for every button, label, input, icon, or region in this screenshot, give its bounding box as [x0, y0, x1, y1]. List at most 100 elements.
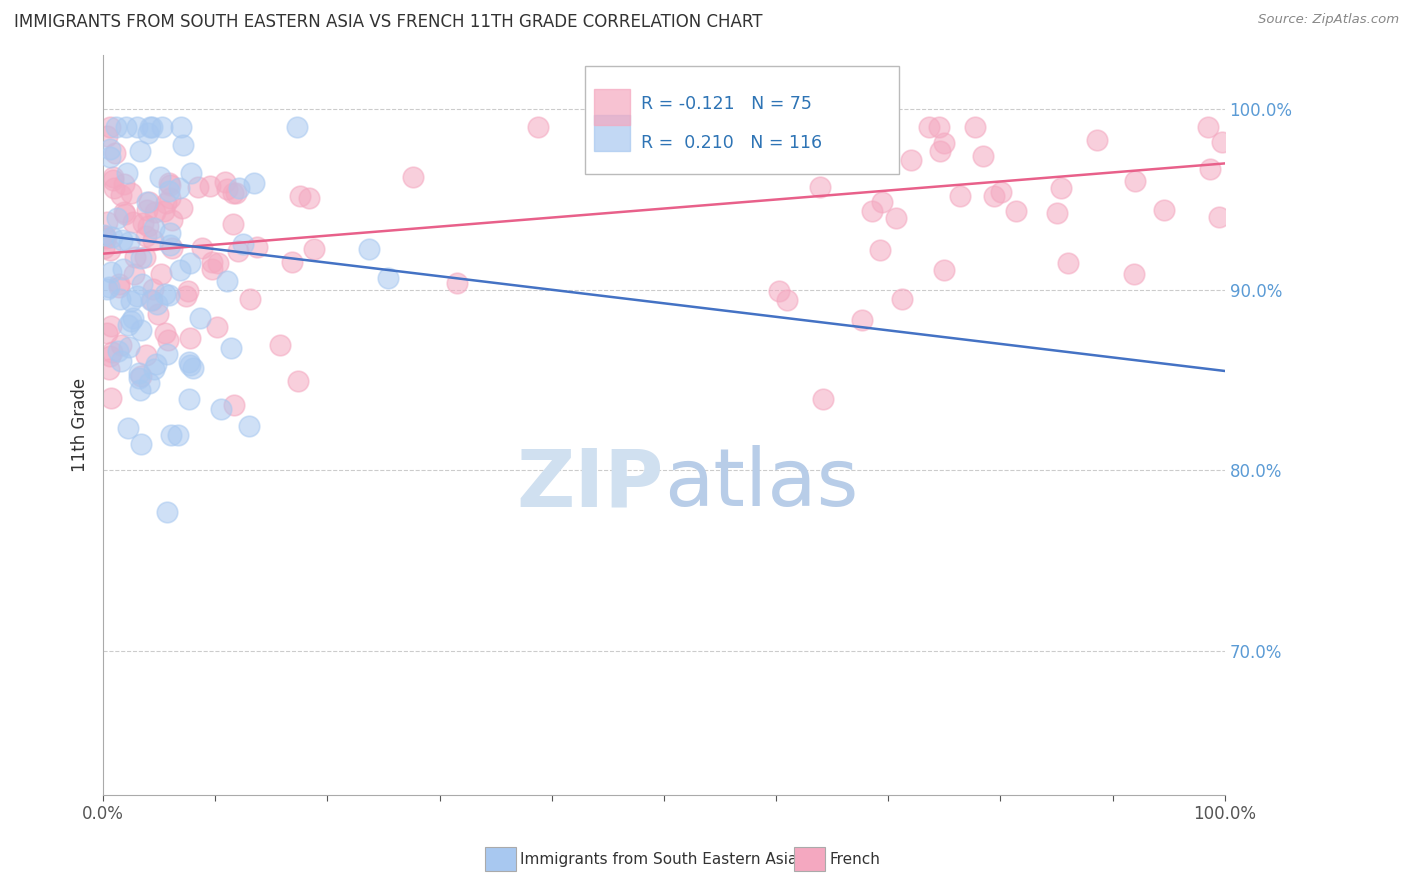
Point	[869, 243, 891, 257]
Point	[160, 213, 183, 227]
Point	[128, 371, 150, 385]
Point	[117, 421, 139, 435]
Point	[103, 172, 125, 186]
Point	[100, 319, 122, 334]
Point	[139, 120, 162, 135]
Point	[120, 186, 142, 200]
Point	[129, 323, 152, 337]
Point	[143, 362, 166, 376]
Point	[156, 347, 179, 361]
Point	[1199, 162, 1222, 177]
Point	[103, 181, 125, 195]
Point	[142, 233, 165, 247]
Point	[155, 287, 177, 301]
Point	[287, 374, 309, 388]
Point	[159, 178, 181, 192]
Point	[156, 333, 179, 347]
Point	[135, 202, 157, 217]
Point	[111, 233, 134, 247]
Point	[98, 349, 121, 363]
Point	[117, 318, 139, 333]
Point	[169, 263, 191, 277]
Point	[138, 376, 160, 390]
Point	[105, 120, 128, 135]
Point	[170, 120, 193, 135]
Point	[159, 238, 181, 252]
Point	[159, 226, 181, 240]
Text: R =  0.210   N = 116: R = 0.210 N = 116	[641, 135, 823, 153]
Point	[221, 186, 243, 201]
Point	[122, 268, 145, 282]
Point	[142, 282, 165, 296]
Point	[963, 120, 986, 135]
Point	[188, 310, 211, 325]
Point	[107, 343, 129, 358]
Point	[118, 340, 141, 354]
Point	[166, 427, 188, 442]
Point	[143, 204, 166, 219]
Point	[160, 428, 183, 442]
Point	[96, 282, 118, 296]
Point	[1057, 255, 1080, 269]
Point	[110, 293, 132, 307]
Point	[238, 418, 260, 433]
Point	[146, 307, 169, 321]
Point	[159, 191, 181, 205]
Point	[929, 145, 952, 159]
Point	[141, 293, 163, 308]
Point	[228, 244, 250, 258]
Point	[860, 204, 883, 219]
Point	[215, 181, 238, 195]
Point	[1049, 180, 1071, 194]
Point	[180, 166, 202, 180]
Point	[851, 312, 873, 326]
Point	[141, 293, 163, 307]
Point	[132, 216, 155, 230]
Point	[135, 348, 157, 362]
Point	[768, 284, 790, 298]
Point	[179, 331, 201, 345]
Point	[110, 338, 132, 352]
Point	[225, 186, 247, 200]
Point	[768, 120, 790, 135]
Point	[111, 262, 134, 277]
Point	[224, 398, 246, 412]
Point	[98, 150, 121, 164]
Point	[983, 188, 1005, 202]
Point	[177, 284, 200, 298]
Point	[201, 262, 224, 277]
Point	[98, 120, 121, 135]
Text: Source: ZipAtlas.com: Source: ZipAtlas.com	[1258, 13, 1399, 27]
Point	[141, 120, 163, 135]
Point	[870, 195, 893, 210]
Point	[201, 254, 224, 268]
Point	[120, 293, 142, 308]
Point	[100, 391, 122, 405]
Point	[124, 250, 146, 264]
Point	[298, 191, 321, 205]
Point	[93, 241, 115, 255]
Point	[172, 201, 194, 215]
Point	[796, 120, 818, 135]
Point	[200, 179, 222, 194]
Point	[101, 229, 124, 244]
Point	[131, 251, 153, 265]
Point	[120, 314, 142, 328]
Point	[527, 120, 550, 135]
Point	[105, 211, 128, 225]
Point	[179, 358, 201, 372]
Point	[900, 153, 922, 167]
Point	[1211, 135, 1233, 149]
Point	[232, 237, 254, 252]
Text: atlas: atlas	[664, 445, 858, 524]
Point	[214, 175, 236, 189]
Point	[98, 280, 121, 294]
Point	[1004, 204, 1026, 219]
Point	[97, 362, 120, 376]
Point	[217, 274, 239, 288]
Point	[138, 194, 160, 209]
Point	[932, 136, 955, 151]
Point	[115, 166, 138, 180]
Point	[242, 176, 264, 190]
Point	[121, 215, 143, 229]
